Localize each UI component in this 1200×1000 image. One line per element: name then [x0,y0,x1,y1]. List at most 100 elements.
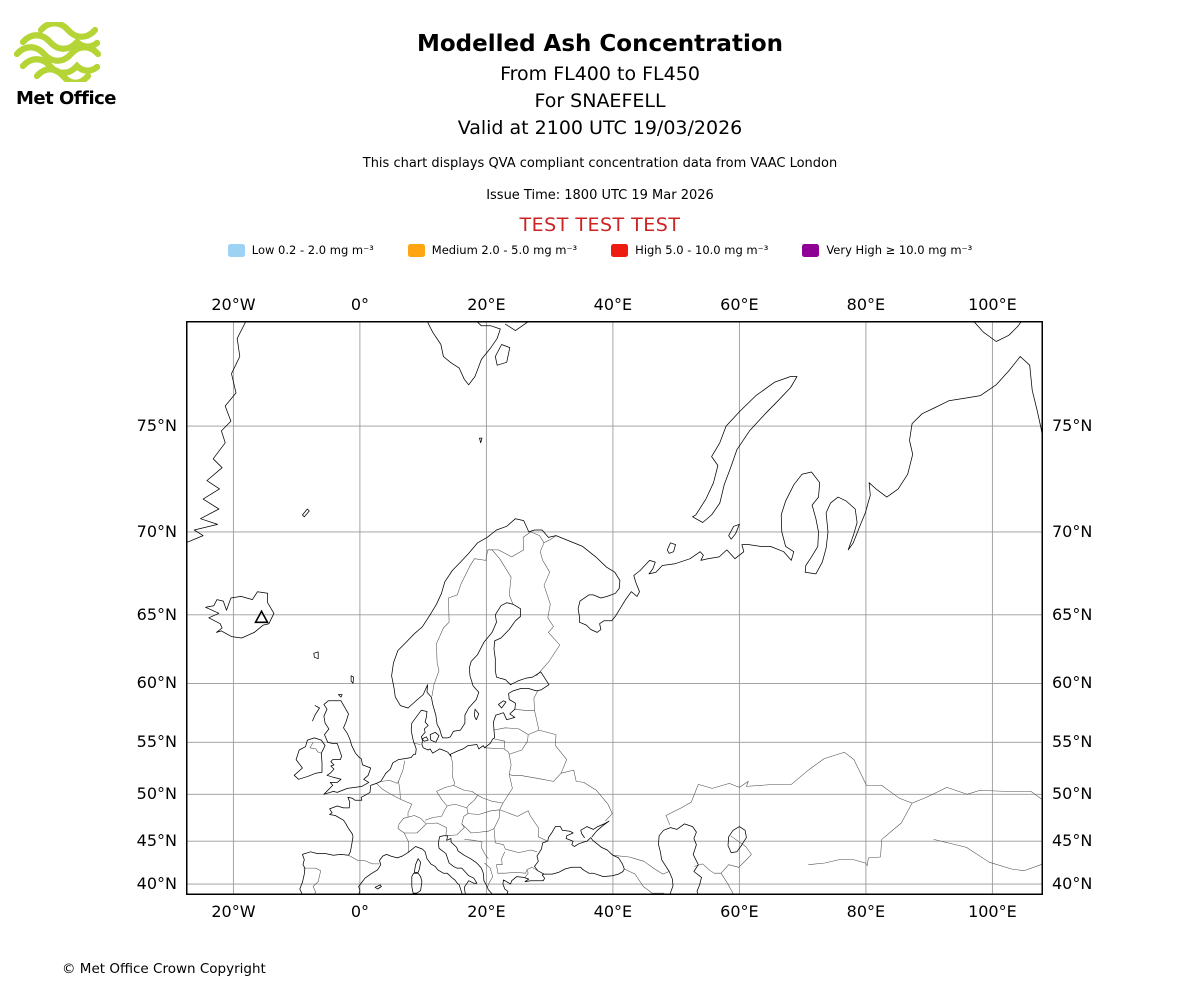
country-border-line [461,809,500,834]
lon-label-bottom: 40°E [593,902,633,921]
qva-note: This chart displays QVA compliant concen… [362,156,838,171]
country-border-line [612,855,670,875]
country-border-line [487,531,557,558]
met-office-logo-text: Met Office [16,88,117,109]
country-border-line [504,867,538,874]
coastline-kolguyev [666,542,676,554]
coastline-gotland [474,708,480,721]
country-border-line [720,873,734,895]
country-border-line [496,851,506,874]
lon-label-bottom: 60°E [720,902,759,921]
country-border-line [694,835,752,874]
coastline-great-britain [323,700,372,795]
coastline-europe-mainland [299,518,557,896]
legend-swatch-medium [407,243,425,257]
country-border-line [461,807,469,824]
country-border-line [436,785,454,792]
lon-label-bottom: 80°E [846,902,886,921]
lon-label-top: 20°W [211,295,256,314]
coastline-faroe [313,651,319,660]
coastline-aegean-black-sea [502,826,625,896]
coastline-shetland [350,675,354,684]
country-border-line [450,754,456,786]
lat-label-left: 75°N [136,416,177,436]
lon-label-top: 0° [350,295,370,314]
country-border-line [561,769,613,822]
coastline-med-spain-france-italy [358,846,463,896]
coastline-corsica [413,858,421,873]
country-border-line [431,549,488,696]
coastline-aral-sea [727,826,747,853]
country-border-line [509,734,529,755]
map-frame [186,321,1043,895]
country-border-line [499,809,548,842]
country-border-line [381,780,399,784]
legend-label-medium: Medium 2.0 - 5.0 mg m⁻³ [431,243,578,257]
legend-item-high: High 5.0 - 10.0 mg m⁻³ [611,243,768,257]
legend-swatch-low [227,243,245,257]
lat-label-left: 40°N [136,874,177,894]
chart-header: Modelled Ash Concentration From FL400 to… [0,0,1200,236]
lon-label-bottom: 100°E [968,902,1017,921]
country-border-line [536,542,561,676]
country-border-line [376,783,401,800]
coastline-svalbard-edgeoya [494,344,511,366]
country-border-line [808,802,913,866]
coastline-iceland [205,591,275,639]
coastline-fyn [421,736,429,742]
country-border-line [425,805,448,821]
met-office-waves-icon [13,20,102,86]
lat-label-left: 70°N [136,521,177,541]
coastline-russia-arctic [555,356,1044,633]
legend-label-low: Low 0.2 - 2.0 mg m⁻³ [251,243,374,257]
lat-label-left: 45°N [136,831,177,851]
map-canvas [185,320,1044,896]
legend-label-very-high: Very High ≥ 10.0 mg m⁻³ [826,243,973,257]
legend-item-very-high: Very High ≥ 10.0 mg m⁻³ [802,243,972,257]
coastline-sardinia [411,872,423,894]
lat-label-right: 40°N [1052,874,1093,894]
lon-label-bottom: 20°E [467,902,506,921]
lat-label-right: 65°N [1052,604,1093,624]
lat-label-left: 55°N [136,732,177,752]
country-border-line [484,862,493,887]
lat-label-right: 70°N [1052,521,1093,541]
country-border-line [414,743,421,745]
country-border-line [309,742,322,754]
coastline-hebrides [312,705,320,722]
coastline-novaya-zemlya [692,376,798,523]
legend-item-low: Low 0.2 - 2.0 mg m⁻³ [227,243,374,257]
coastline-sea-of-azov [580,820,610,838]
country-border-line [468,802,504,815]
concentration-legend: Low 0.2 - 2.0 mg m⁻³ Medium 2.0 - 5.0 mg … [0,243,1200,257]
lat-label-left: 50°N [136,784,177,804]
lon-label-top: 20°E [467,295,506,314]
legend-swatch-high [611,243,629,257]
country-border-line [464,839,489,859]
country-border-line [493,727,529,735]
lat-label-right: 75°N [1052,416,1093,436]
coastline-italy-east-balkans [438,835,493,896]
lat-label-right: 60°N [1052,673,1093,693]
country-border-line [403,832,409,853]
coastline-ireland [293,737,326,780]
map-area [185,320,1044,896]
coastline-jan-mayen [302,508,310,518]
country-border-line [933,839,1044,871]
lat-label-right: 45°N [1052,831,1093,851]
country-border-line [528,710,540,735]
coastline-bear-island [479,437,483,444]
coastline-svalbard-main [426,320,501,386]
country-border-line [303,867,321,895]
coastline-vaygach [728,524,740,540]
chart-subtitles: From FL400 to FL450 For SNAEFELL Valid a… [0,61,1200,142]
country-border-line [348,855,380,865]
country-border-line [494,738,506,749]
met-office-logo: Met Office [13,20,130,109]
country-border-line [514,708,535,711]
lon-label-top: 100°E [968,295,1017,314]
copyright-notice: © Met Office Crown Copyright [62,961,266,977]
coastline-caspian-sea [658,823,702,896]
country-border-line [538,729,567,774]
